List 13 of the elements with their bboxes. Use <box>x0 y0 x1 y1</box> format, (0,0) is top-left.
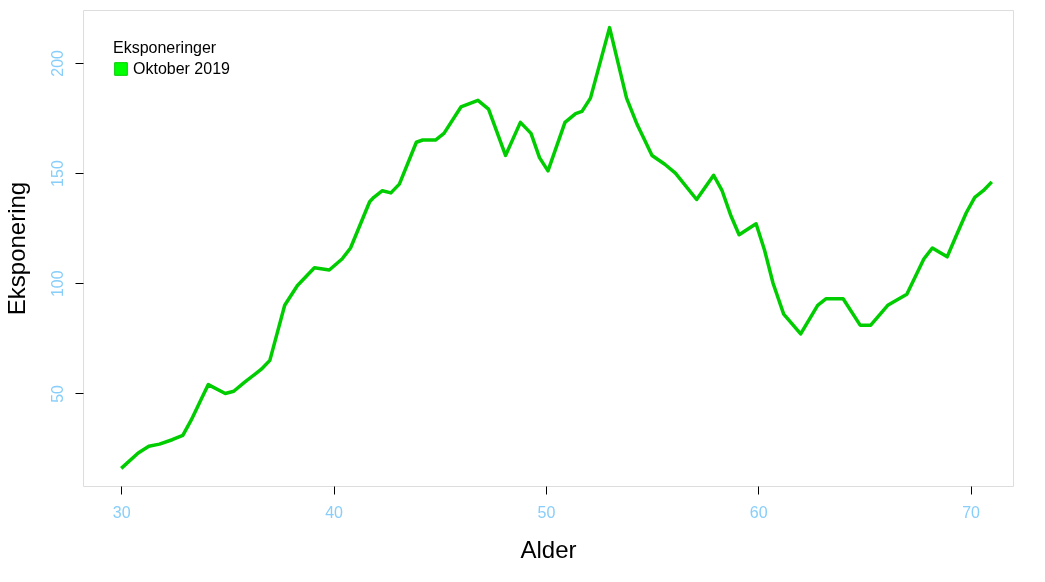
x-tick-label: 50 <box>537 503 556 521</box>
y-tick-label: 100 <box>48 270 66 298</box>
y-axis-title: Eksponering <box>2 181 30 316</box>
legend-label: Oktober 2019 <box>133 60 231 77</box>
y-tick-label: 150 <box>48 160 66 187</box>
x-tick-label: 40 <box>325 503 344 521</box>
legend-title: Eksponeringer <box>113 39 217 56</box>
y-tick-label: 50 <box>48 384 66 403</box>
x-tick-label: 60 <box>749 503 768 521</box>
y-tick-label: 200 <box>48 49 66 77</box>
x-tick-label: 30 <box>112 503 131 521</box>
x-axis-title: Alder <box>520 535 577 563</box>
x-tick-label: 70 <box>962 503 981 521</box>
